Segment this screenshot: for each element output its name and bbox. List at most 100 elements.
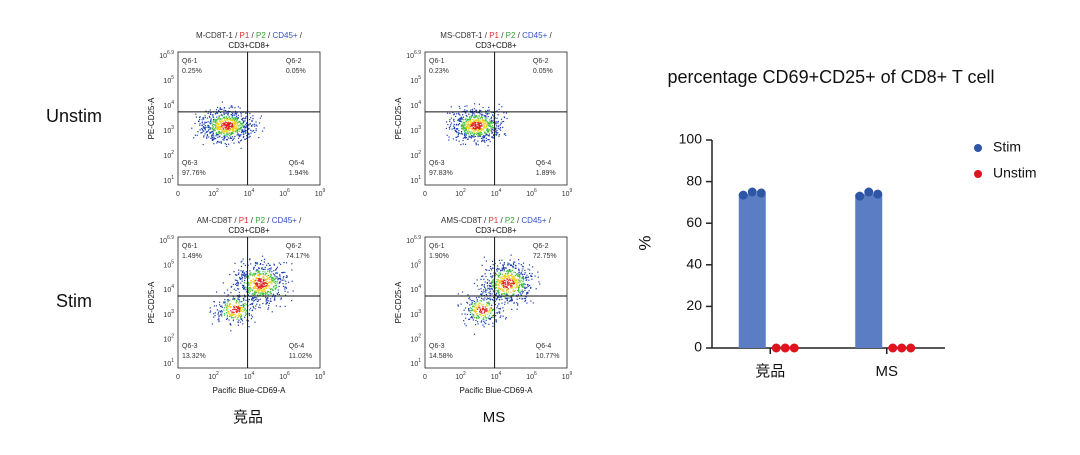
event-dot [502, 264, 504, 266]
event-dot [489, 121, 492, 123]
event-dot [460, 130, 463, 133]
event-dot [490, 126, 492, 128]
tick-exponent: 6 [534, 371, 537, 377]
event-dot [466, 126, 468, 129]
event-dot [483, 284, 485, 286]
event-dot [490, 310, 492, 312]
event-dot [225, 112, 227, 114]
event-dot [236, 130, 238, 132]
event-dot [244, 130, 247, 132]
event-dot [494, 287, 497, 289]
event-dot [457, 133, 459, 135]
event-dot [216, 112, 219, 114]
event-dot [508, 284, 510, 286]
event-dot [518, 291, 520, 293]
event-dot [502, 266, 505, 268]
event-dot [260, 285, 263, 287]
event-dot [285, 286, 287, 289]
event-dot [477, 301, 479, 303]
event-dot [238, 302, 240, 304]
event-dot [520, 273, 522, 275]
event-dot [237, 273, 240, 275]
event-dot [220, 118, 222, 120]
event-dot [270, 268, 272, 270]
event-dot [476, 306, 478, 308]
event-dot [483, 126, 485, 129]
event-dot [227, 114, 229, 116]
event-dot [256, 125, 258, 127]
event-dot [475, 310, 477, 312]
event-dot [258, 291, 260, 293]
title-segment: P2 [506, 31, 516, 40]
event-dot [273, 274, 276, 276]
event-dot [517, 282, 519, 284]
event-dot [468, 119, 470, 121]
y-tick-label: 0 [694, 339, 702, 355]
event-dot [459, 114, 461, 116]
event-dot [488, 301, 490, 303]
event-dot [219, 314, 222, 316]
event-dot [502, 282, 504, 284]
tick-exponent: 3 [171, 309, 174, 315]
event-dot [256, 291, 258, 294]
legend-label: Unstim [993, 165, 1037, 181]
event-dot [491, 298, 494, 301]
event-dot [477, 132, 480, 135]
event-dot [219, 118, 221, 120]
event-dot [522, 262, 525, 264]
event-dot [205, 121, 208, 123]
event-dot [249, 289, 251, 291]
event-dot [501, 269, 503, 272]
event-dot [268, 268, 271, 270]
event-dot [242, 258, 244, 260]
event-dot [242, 310, 244, 313]
event-dot [251, 309, 254, 311]
event-dot [273, 281, 275, 283]
event-dot [237, 129, 239, 131]
event-dot [482, 122, 485, 125]
event-dot [489, 265, 492, 268]
event-dot [252, 289, 254, 291]
event-dot [255, 283, 257, 285]
event-dot [231, 112, 234, 115]
event-dot [469, 136, 471, 138]
event-dot [246, 310, 248, 312]
event-dot [482, 128, 485, 130]
event-dot [263, 261, 265, 263]
event-dot [487, 127, 489, 130]
event-dot [461, 291, 464, 293]
event-dot [219, 121, 222, 123]
event-dot [251, 316, 253, 318]
y-tick-label: 20 [686, 297, 702, 313]
event-dot [243, 309, 245, 311]
event-dot [256, 287, 258, 289]
event-dot [515, 284, 517, 286]
event-dot [483, 312, 485, 314]
event-dot [487, 298, 490, 300]
event-dot [212, 125, 214, 127]
event-dot [514, 287, 517, 289]
event-dot [484, 122, 487, 124]
event-dot [463, 127, 466, 129]
event-dot [483, 136, 486, 139]
event-dot [484, 306, 486, 308]
event-dot [291, 263, 293, 265]
event-dot [211, 131, 213, 133]
event-dot [220, 119, 222, 121]
event-dot [477, 135, 479, 138]
event-dot [266, 264, 268, 266]
event-dot [495, 121, 498, 123]
event-dot [212, 120, 215, 122]
event-dot [484, 119, 487, 121]
event-dot [482, 324, 484, 326]
event-dot [218, 109, 220, 112]
event-dot [244, 275, 246, 277]
event-dot [259, 263, 262, 265]
event-dot [499, 127, 502, 129]
event-dot [234, 127, 236, 129]
x-tick-label: MS [876, 363, 899, 380]
event-dot [206, 131, 208, 133]
event-dot [472, 127, 474, 129]
event-dot [478, 124, 481, 126]
event-dot [479, 117, 481, 119]
